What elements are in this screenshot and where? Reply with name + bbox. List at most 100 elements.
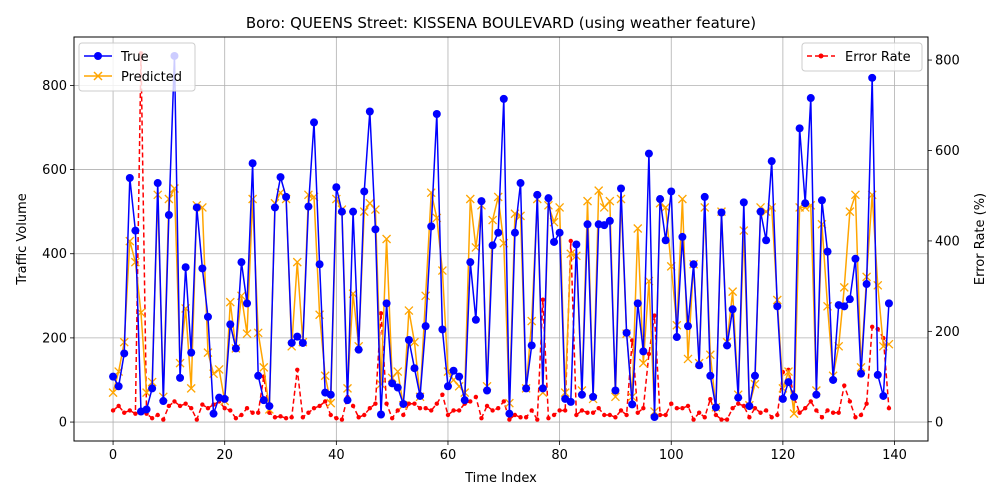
data-point [122,410,127,415]
data-point [769,415,774,420]
data-point [214,364,224,374]
data-point [555,202,565,212]
data-point [471,315,480,324]
data-point [326,398,336,408]
data-point [283,415,289,421]
data-point [203,312,212,321]
data-point [382,234,392,244]
plot-frame [73,36,929,442]
data-point [594,186,604,196]
data-point [148,384,157,393]
data-point [350,403,356,409]
x-tick-label: 0 [109,448,117,463]
data-point [376,379,386,389]
data-point [259,362,269,372]
data-point [222,406,227,411]
y-axis-label: Traffic Volume [15,193,30,286]
data-point [176,373,185,382]
data-point [270,203,279,212]
data-point [817,196,826,205]
data-point [522,384,531,393]
data-point [756,207,765,216]
data-point [456,408,462,413]
data-point [851,254,860,263]
data-point [638,358,648,368]
data-point [596,406,601,411]
data-point [328,412,333,418]
data-point [667,187,676,196]
data-point [243,299,252,308]
data-point [505,409,514,418]
data-point [265,402,274,411]
data-point [873,370,882,379]
data-point [853,415,858,420]
data-point [468,399,473,404]
data-point [153,179,162,188]
y-tick-label: 800 [42,79,67,94]
x-tick-label: 120 [770,448,795,463]
data-point [287,338,296,347]
data-point [724,417,730,422]
data-point [696,410,702,415]
legend-right: Error Rate [801,42,923,72]
data-point [812,390,821,399]
data-point [713,412,719,418]
data-point [466,258,475,267]
data-point [767,157,776,166]
data-point [427,222,436,231]
data-point [652,313,657,318]
data-point [209,409,218,418]
x-axis-ticks: 0 20 40 60 80 100 120 140 [109,441,907,463]
legend-error-marker [818,53,824,59]
data-point [566,249,576,259]
y-right-tick-label: 200 [935,325,960,340]
data-point [166,403,172,409]
data-point [205,406,211,411]
data-point [484,403,490,409]
data-point [562,408,568,413]
data-point [869,324,875,330]
data-point [577,390,586,399]
x-axis-label: Time Index [464,471,537,486]
data-point [540,297,546,302]
data-point [231,344,240,353]
data-point [304,202,313,211]
data-point [295,367,300,372]
data-point [672,333,681,342]
data-point [639,347,648,356]
data-point [723,341,732,350]
data-point [244,406,250,411]
data-point [198,264,207,273]
data-point [200,402,205,407]
data-point [589,392,598,401]
data-point [177,403,183,409]
data-point [254,371,263,380]
data-point [850,190,860,200]
data-point [417,406,423,411]
data-point [172,399,177,404]
data-point [432,110,441,119]
data-point [388,379,397,388]
data-point [516,179,525,188]
data-point [110,408,116,413]
data-point [691,417,696,422]
data-point [477,197,486,206]
data-point [527,316,537,326]
data-point [747,415,752,420]
data-point [220,394,229,403]
data-point [250,410,255,415]
data-point [292,257,302,267]
data-point [868,73,877,82]
data-point [644,149,653,158]
y-tick-label: 0 [59,416,67,431]
data-point [641,406,646,411]
data-point [806,94,815,103]
data-point [829,375,838,384]
data-point [164,211,173,220]
data-point [399,399,408,408]
data-point [131,226,140,235]
x-tick-label: 40 [328,448,345,463]
data-point [736,401,741,406]
data-point [544,194,553,203]
data-point [127,408,133,413]
